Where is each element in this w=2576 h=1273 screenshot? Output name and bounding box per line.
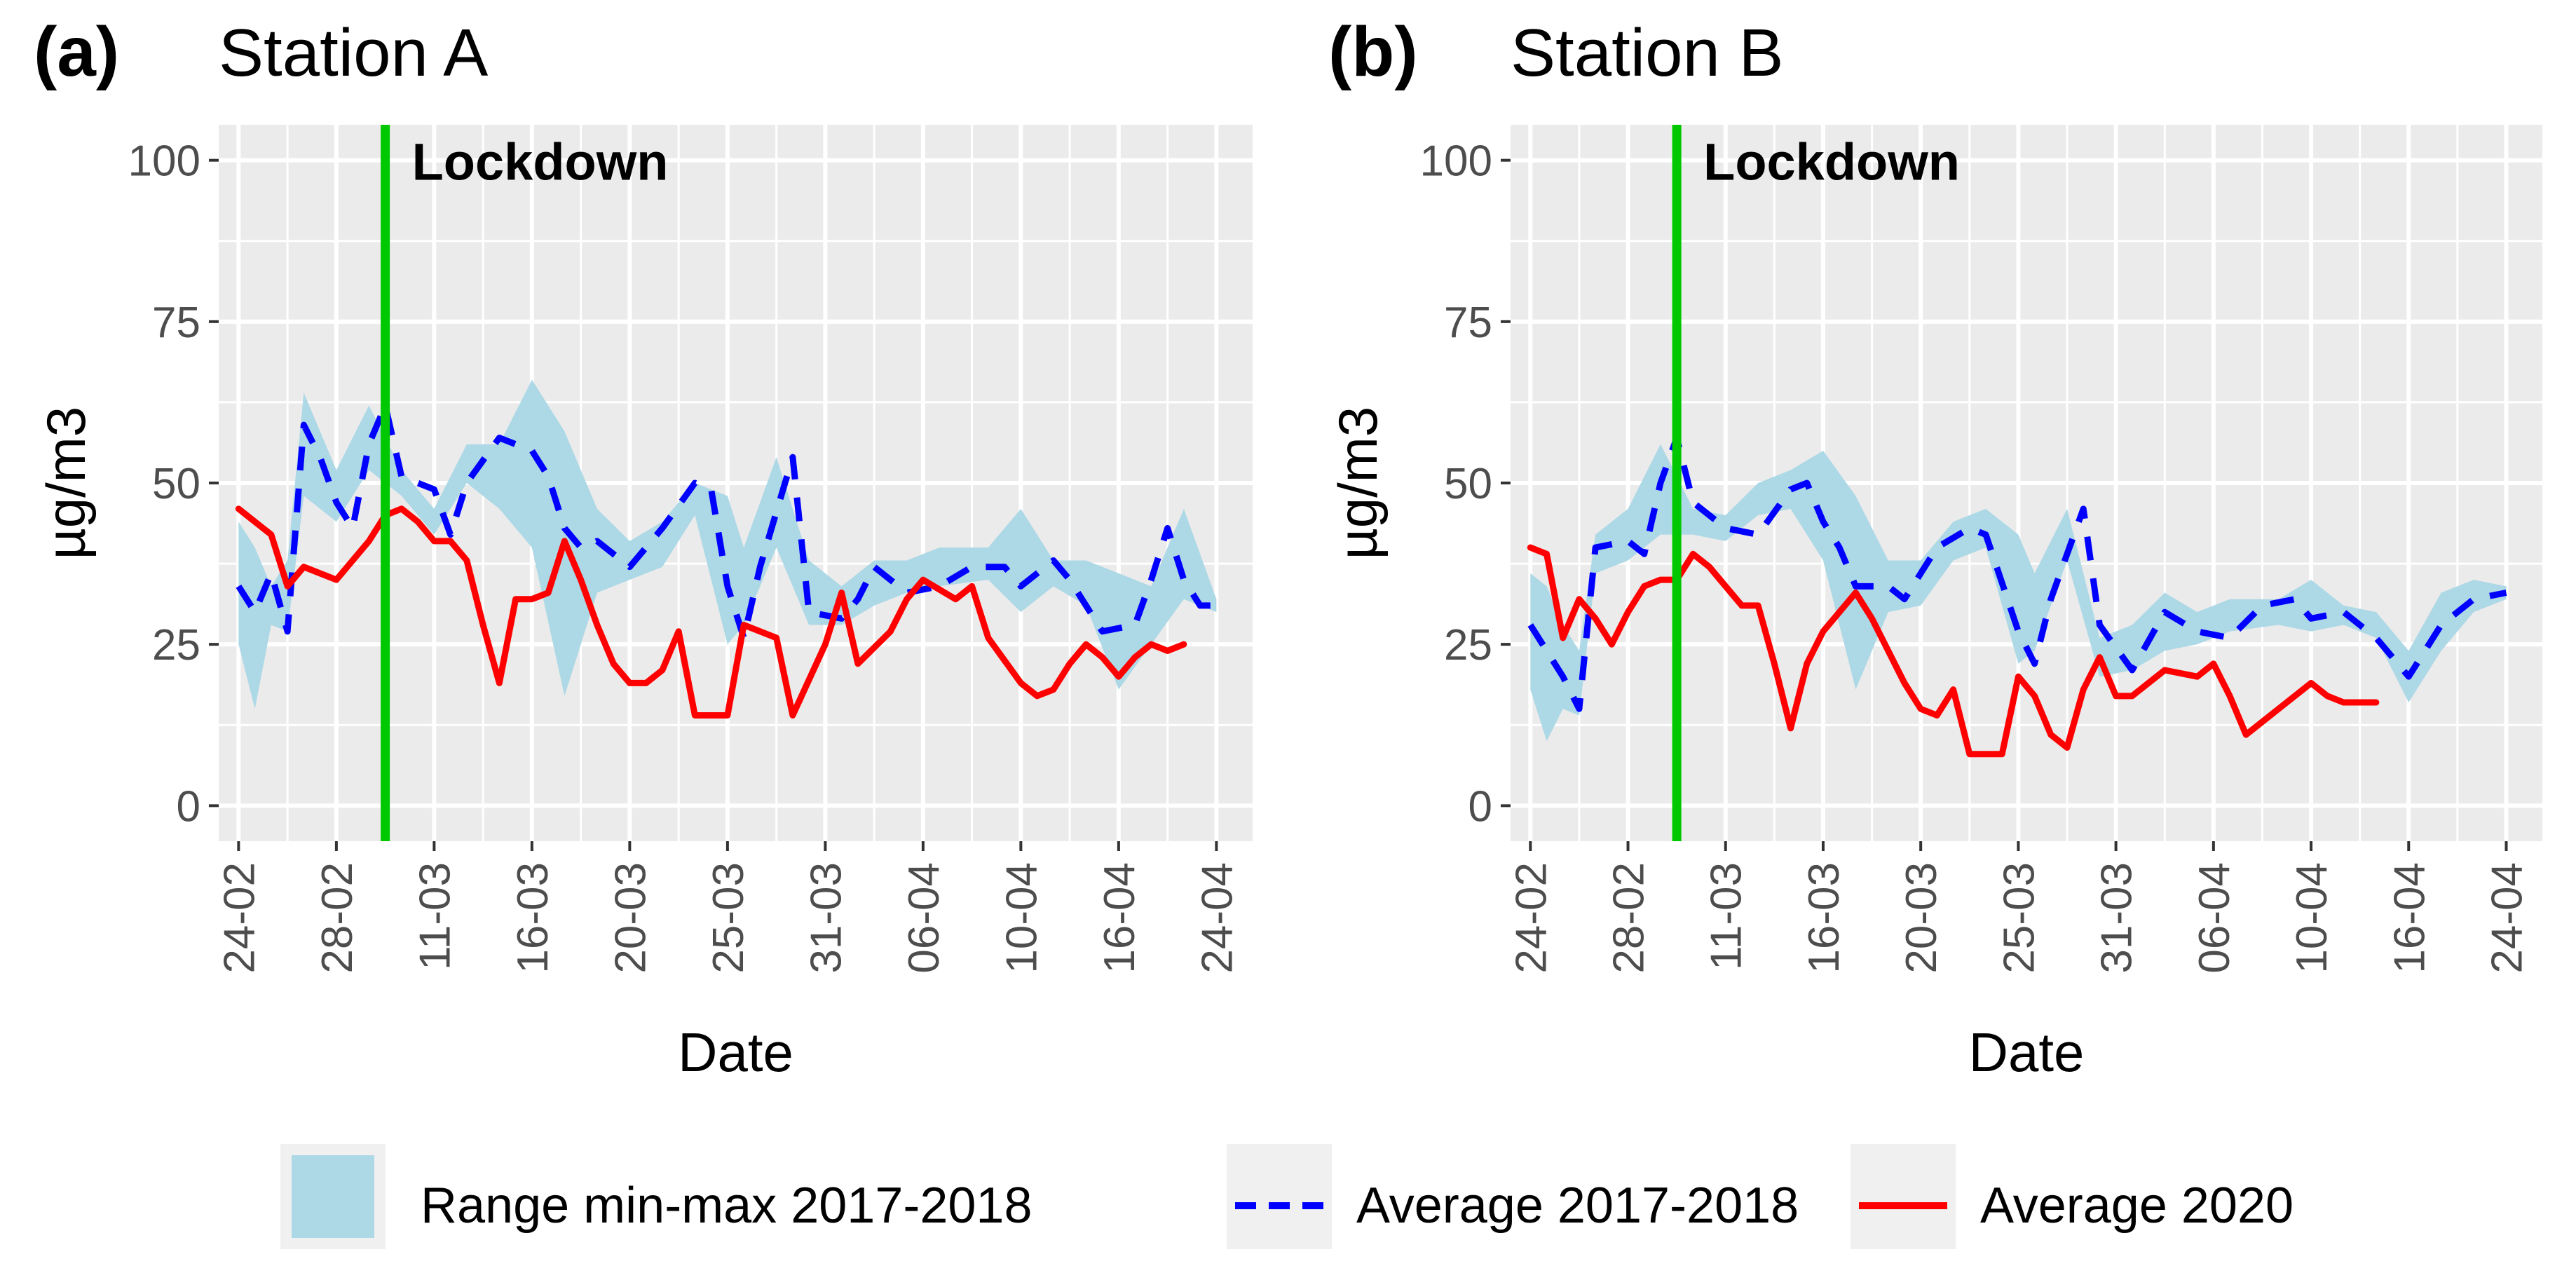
panel-a: 0 25 50 75 100 24-02 28-02 11-03 16-03 20-03 25-03… [34,13,1253,1083]
x-tick-label: 10-04 [2288,862,2336,974]
legend-label-range: Range min-max 2017-2018 [421,1178,1033,1234]
panel-b: 0 25 50 75 100 24-02 28-02 11-03 16-03 20-03 25-03… [1327,13,2542,1083]
series-line-avg-2020 [235,505,1187,719]
x-tick-label: 16-04 [1096,862,1144,974]
series-line-avg-2017-2018 [236,402,1217,641]
series-range-ribbon [1530,444,2507,742]
x-tick-label: 28-02 [313,862,362,974]
panel-tag: (b) [1328,13,1418,91]
x-axis-title: Date [678,1021,793,1083]
panel-title: Station B [1511,15,1784,90]
y-tick-label: 0 [177,782,200,831]
y-tick-label: 100 [1420,137,1492,186]
x-tick-label: 06-04 [2190,862,2239,974]
y-tick-label: 75 [1444,299,1492,347]
y-tick-label: 25 [1444,621,1492,669]
y-tick-label: 0 [1468,782,1492,831]
y-tick-label: 25 [152,621,200,669]
panel-title: Station A [219,15,488,90]
y-tick-label: 100 [128,137,200,186]
legend-label-avg-2020: Average 2020 [1980,1178,2294,1234]
x-tick-label: 20-03 [1897,862,1946,974]
x-axis-title: Date [1969,1021,2085,1083]
x-tick-label: 20-03 [606,862,655,974]
x-tick-label: 24-02 [1507,862,1555,974]
x-tick-label: 25-03 [704,862,753,974]
x-tick-label: 24-04 [1193,862,1241,974]
x-tick-label: 31-03 [2093,862,2141,974]
legend-label-avg-2017: Average 2017-2018 [1356,1178,1799,1234]
legend: Range min-max 2017-2018 Average 2017-201… [280,1144,2294,1249]
x-tick-label: 28-02 [1605,862,1654,974]
y-axis-title: µg/m3 [35,407,97,559]
y-tick-label: 50 [1444,460,1492,508]
x-tick-label: 16-03 [509,862,557,974]
x-tick-label: 24-04 [2483,862,2531,974]
series-line-avg-2017-2018 [1527,435,2507,712]
y-axis-title: µg/m3 [1327,407,1389,559]
x-tick-label: 31-03 [802,862,850,974]
x-tick-label: 11-03 [411,862,459,970]
panels: 0 25 50 75 100 24-02 28-02 11-03 16-03 20-03 25-03… [34,13,2542,1083]
x-tick-label: 25-03 [1995,862,2043,974]
x-tick-label: 16-03 [1800,862,1848,974]
x-tick-label: 06-04 [900,862,948,974]
lockdown-label: Lockdown [1703,132,1960,191]
lockdown-label: Lockdown [412,132,669,191]
x-tick-label: 11-03 [1703,862,1751,970]
series-line-avg-2020 [1527,544,2380,758]
legend-swatch-range [292,1155,374,1238]
y-tick-label: 75 [152,299,200,347]
x-tick-label: 10-04 [997,862,1046,974]
x-tick-label: 16-04 [2385,862,2434,974]
legend-key-avg-2017 [1227,1144,1332,1249]
y-tick-label: 50 [152,460,200,508]
panel-tag: (a) [34,13,119,91]
legend-key-avg-2020 [1851,1144,1956,1249]
x-tick-label: 24-02 [215,862,264,974]
